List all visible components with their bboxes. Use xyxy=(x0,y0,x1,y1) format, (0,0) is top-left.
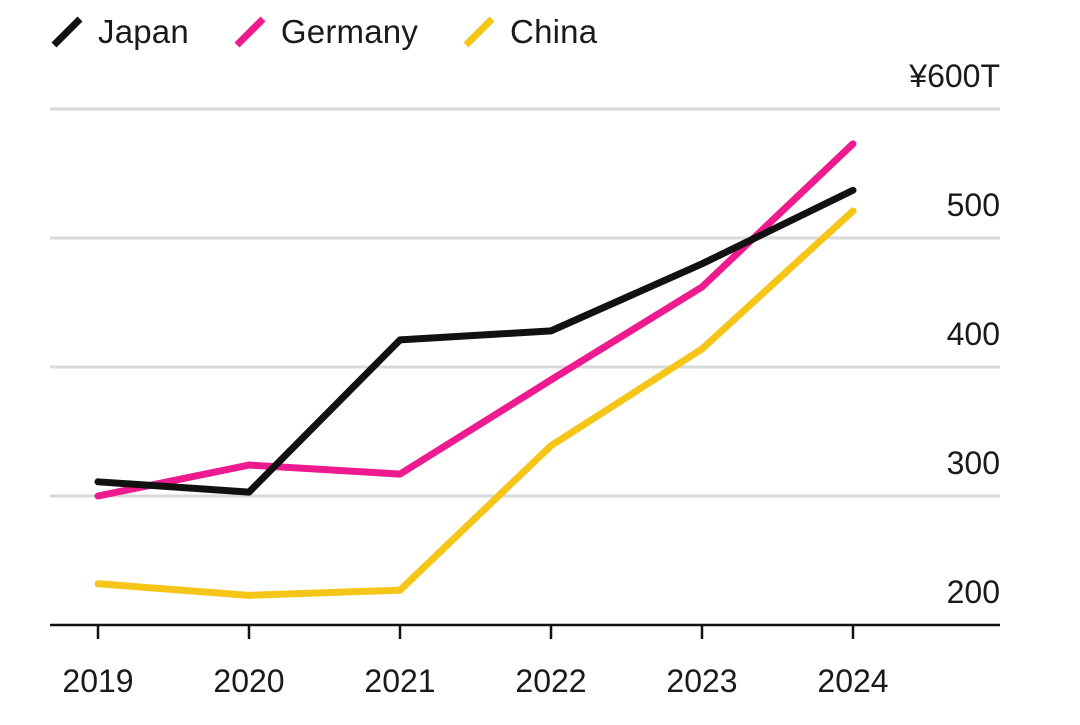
y-tick-label-400: 400 xyxy=(947,316,1000,352)
legend-label-japan: Japan xyxy=(98,13,189,50)
x-tick-label-2020: 2020 xyxy=(213,663,284,699)
y-tick-label-200: 200 xyxy=(947,574,1000,610)
x-tick-label-2019: 2019 xyxy=(62,663,133,699)
y-tick-label-500: 500 xyxy=(947,187,1000,223)
series-line-china xyxy=(94,207,857,599)
x-tick-label-2021: 2021 xyxy=(364,663,435,699)
legend-item-china: China xyxy=(462,13,597,51)
legend-item-japan: Japan xyxy=(50,13,189,51)
legend-label-china: China xyxy=(510,13,598,50)
y-tick-label-600: ¥600T xyxy=(908,58,1000,94)
x-tick-label-2024: 2024 xyxy=(817,663,888,699)
y-tick-label-300: 300 xyxy=(947,445,1000,481)
legend-item-germany: Germany xyxy=(233,13,418,51)
series-line-japan xyxy=(94,186,857,496)
legend-swatch-china xyxy=(463,16,495,48)
x-tick-label-2023: 2023 xyxy=(666,663,737,699)
legend-swatch-japan xyxy=(51,16,83,48)
legend: Japan Germany China xyxy=(50,10,641,54)
legend-label-germany: Germany xyxy=(280,13,419,50)
series-line-germany xyxy=(94,140,857,500)
x-tick-label-2022: 2022 xyxy=(515,663,586,699)
legend-swatch-germany xyxy=(234,16,266,48)
